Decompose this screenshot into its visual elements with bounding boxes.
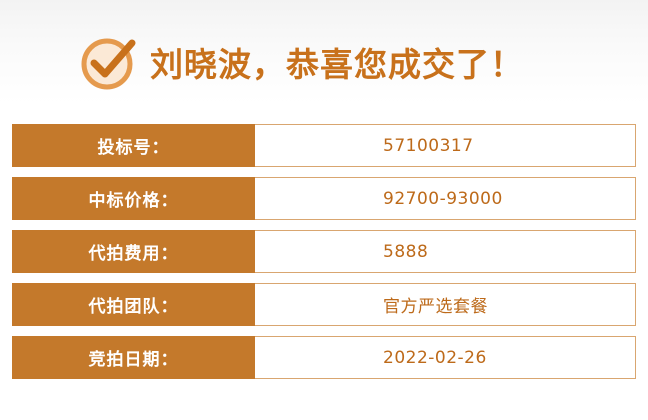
- info-table: 投标号： 57100317 中标价格： 92700-93000 代拍费用： 58…: [12, 124, 636, 389]
- headline-text: 刘晓波，恭喜您成交了！: [150, 45, 524, 84]
- row-value: 官方严选套餐: [255, 283, 636, 326]
- headline: 刘晓波，恭喜您成交了！: [80, 30, 524, 94]
- row-auction-date: 竞拍日期： 2022-02-26: [12, 336, 636, 379]
- row-team: 代拍团队： 官方严选套餐: [12, 283, 636, 326]
- row-label: 竞拍日期：: [12, 336, 255, 379]
- check-circle-icon: [81, 38, 136, 90]
- row-value: 5888: [255, 230, 636, 273]
- row-service-fee: 代拍费用： 5888: [12, 230, 636, 273]
- row-value: 92700-93000: [255, 177, 636, 220]
- row-value: 57100317: [255, 124, 636, 167]
- row-label: 代拍费用：: [12, 230, 255, 273]
- row-winning-price: 中标价格： 92700-93000: [12, 177, 636, 220]
- row-label: 中标价格：: [12, 177, 255, 220]
- row-label: 投标号：: [12, 124, 255, 167]
- row-bid-number: 投标号： 57100317: [12, 124, 636, 167]
- row-value: 2022-02-26: [255, 336, 636, 379]
- row-label: 代拍团队：: [12, 283, 255, 326]
